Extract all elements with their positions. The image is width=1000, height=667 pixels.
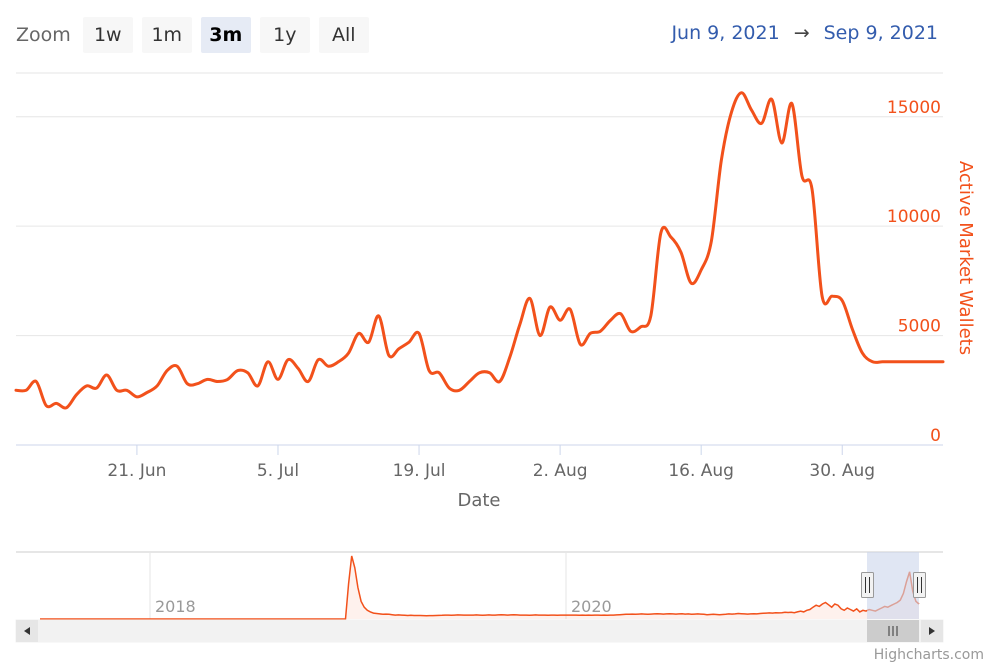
x-tick-label: 19. Jul bbox=[393, 461, 446, 481]
range-arrow: → bbox=[793, 22, 810, 44]
y-tick-label: 5000 bbox=[898, 317, 941, 337]
scrollbar[interactable] bbox=[15, 619, 944, 643]
zoom-3m-button[interactable]: 3m bbox=[200, 17, 251, 53]
x-axis-title: Date bbox=[457, 490, 500, 511]
y-tick-label: 10000 bbox=[887, 207, 941, 227]
arrow-right-icon bbox=[929, 627, 935, 635]
navigator-area bbox=[40, 556, 919, 619]
date-range: Jun 9, 2021 → Sep 9, 2021 bbox=[671, 22, 938, 44]
navigator-left-handle[interactable] bbox=[861, 572, 874, 598]
navigator-tick-label: 2018 bbox=[155, 597, 196, 616]
zoom-all-button[interactable]: All bbox=[318, 17, 369, 53]
range-from-date[interactable]: Jun 9, 2021 bbox=[671, 22, 780, 44]
arrow-left-icon bbox=[24, 627, 30, 635]
navigator: 2018 2020 bbox=[16, 551, 943, 620]
x-tick-label: 30. Aug bbox=[809, 461, 875, 481]
navigator-line bbox=[40, 555, 920, 620]
navigator-tick-label: 2020 bbox=[571, 597, 612, 616]
navigator-grid: 2018 2020 bbox=[149, 552, 612, 619]
navigator-right-handle[interactable] bbox=[913, 572, 926, 598]
zoom-1m-button[interactable]: 1m bbox=[141, 17, 192, 53]
zoom-label: Zoom bbox=[16, 24, 71, 46]
navigator-selected-range[interactable] bbox=[867, 552, 919, 619]
x-tick-label: 21. Jun bbox=[107, 461, 166, 481]
credits-link[interactable]: Highcharts.com bbox=[873, 647, 984, 663]
x-tick-label: 5. Jul bbox=[257, 461, 299, 481]
x-tick-label: 16. Aug bbox=[668, 461, 734, 481]
y-axis-ticks: 0 5000 10000 15000 bbox=[887, 98, 941, 446]
x-axis-ticks: 21. Jun 5. Jul 19. Jul 2. Aug 16. Aug 30. Aug bbox=[107, 445, 875, 481]
y-tick-label: 15000 bbox=[887, 98, 941, 118]
zoom-1w-button[interactable]: 1w bbox=[82, 17, 133, 53]
range-to-date[interactable]: Sep 9, 2021 bbox=[823, 22, 938, 44]
zoom-1y-button[interactable]: 1y bbox=[259, 17, 310, 53]
scrollbar-track[interactable] bbox=[15, 619, 944, 643]
y-axis-title: Active Market Wallets bbox=[955, 161, 976, 355]
x-tick-label: 2. Aug bbox=[533, 461, 588, 481]
y-tick-label: 0 bbox=[930, 426, 941, 446]
series-line bbox=[14, 91, 945, 410]
grip-icon bbox=[888, 626, 898, 636]
range-selector: Zoom 1w 1m 3m 1y All bbox=[16, 17, 378, 53]
grid-lines bbox=[16, 116, 943, 337]
